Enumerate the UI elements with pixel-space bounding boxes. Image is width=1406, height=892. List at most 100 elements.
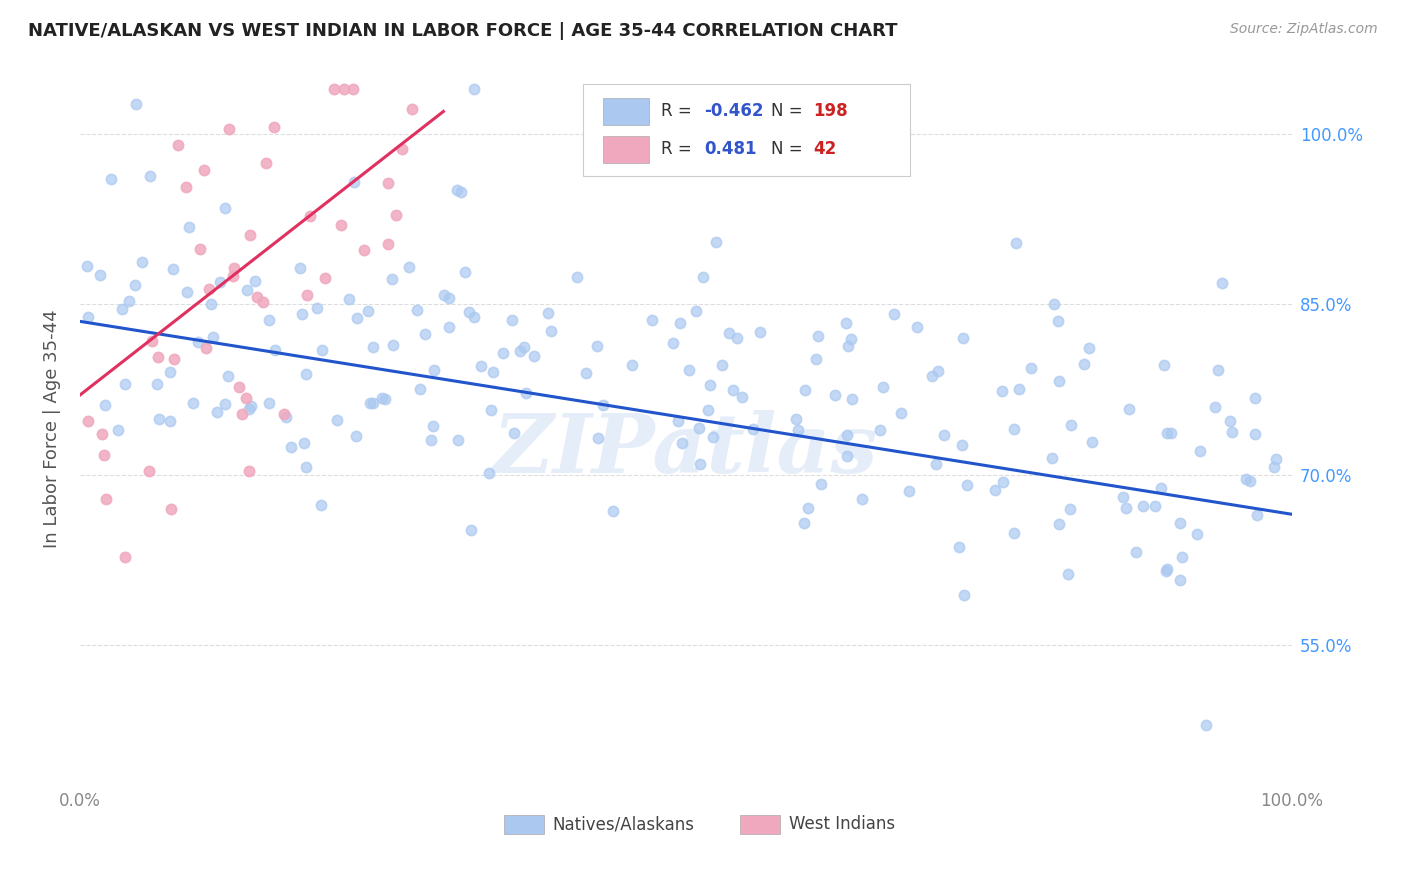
Point xyxy=(131,255,153,269)
Point xyxy=(470,359,492,373)
Point xyxy=(207,405,229,419)
Point xyxy=(669,316,692,330)
Point xyxy=(228,380,250,394)
Point xyxy=(159,414,181,428)
Point xyxy=(1125,545,1147,559)
Point xyxy=(139,169,162,183)
Point xyxy=(159,365,181,379)
Point xyxy=(214,201,236,215)
Point xyxy=(214,397,236,411)
Point xyxy=(905,320,928,334)
Point xyxy=(91,426,114,441)
Point xyxy=(688,421,710,435)
Point xyxy=(1264,452,1286,467)
Point xyxy=(77,310,100,324)
Point xyxy=(377,236,399,251)
Point xyxy=(176,285,198,299)
Y-axis label: In Labor Force | Age 35-44: In Labor Force | Age 35-44 xyxy=(44,310,60,549)
Point xyxy=(280,440,302,454)
Point xyxy=(457,305,479,319)
Point xyxy=(513,340,536,354)
Point xyxy=(872,379,894,393)
Point xyxy=(295,287,318,301)
Point xyxy=(725,331,748,345)
Point xyxy=(238,402,260,417)
Point xyxy=(785,411,807,425)
Point xyxy=(437,320,460,334)
Point xyxy=(371,391,394,405)
Point xyxy=(1189,443,1212,458)
Point xyxy=(114,376,136,391)
Point xyxy=(239,227,262,242)
Point xyxy=(193,163,215,178)
Point xyxy=(794,383,817,397)
Point xyxy=(1077,341,1099,355)
Point xyxy=(118,293,141,308)
Point xyxy=(1057,566,1080,581)
Point xyxy=(952,331,974,345)
Point xyxy=(217,369,239,384)
Point xyxy=(77,414,100,428)
Point xyxy=(501,313,523,327)
Point xyxy=(837,339,859,353)
Point xyxy=(621,359,644,373)
Point xyxy=(956,477,979,491)
Point xyxy=(662,335,685,350)
Point xyxy=(921,368,943,383)
Point xyxy=(329,218,352,232)
Point xyxy=(377,176,399,190)
Point xyxy=(1118,402,1140,417)
Point xyxy=(890,406,912,420)
Point xyxy=(291,307,314,321)
Point xyxy=(385,209,408,223)
Point xyxy=(343,175,366,189)
Point xyxy=(731,390,754,404)
Point xyxy=(1153,359,1175,373)
Point xyxy=(492,346,515,360)
Point xyxy=(420,434,443,448)
Point xyxy=(235,283,257,297)
Point xyxy=(76,259,98,273)
Point xyxy=(323,82,346,96)
Point xyxy=(479,402,502,417)
Point xyxy=(437,291,460,305)
Point xyxy=(953,588,976,602)
Point xyxy=(749,325,772,339)
Point xyxy=(326,413,349,427)
Point xyxy=(361,340,384,354)
Point xyxy=(689,457,711,471)
Point xyxy=(346,311,368,326)
Point xyxy=(290,261,312,276)
Point xyxy=(1150,482,1173,496)
Point xyxy=(1211,277,1233,291)
Point xyxy=(851,491,873,506)
Point xyxy=(344,428,367,442)
Point xyxy=(100,172,122,186)
Point xyxy=(222,261,245,276)
Point xyxy=(295,368,318,382)
Point xyxy=(883,307,905,321)
Point xyxy=(353,243,375,257)
Point xyxy=(307,301,329,315)
Point xyxy=(1168,573,1191,587)
Point xyxy=(641,313,664,327)
Point xyxy=(195,341,218,355)
Point xyxy=(824,388,846,402)
Point xyxy=(1170,516,1192,530)
Point xyxy=(1047,374,1070,388)
Point xyxy=(835,316,858,330)
Point xyxy=(804,351,827,366)
Point xyxy=(276,410,298,425)
Point xyxy=(463,82,485,96)
Point xyxy=(1059,502,1081,516)
Point xyxy=(148,412,170,426)
Point xyxy=(897,484,920,499)
Point xyxy=(718,326,741,340)
Point xyxy=(990,384,1012,398)
Point xyxy=(807,329,830,343)
Point xyxy=(454,265,477,279)
Point xyxy=(94,398,117,412)
Point xyxy=(515,386,537,401)
Point xyxy=(692,269,714,284)
Point xyxy=(697,402,720,417)
